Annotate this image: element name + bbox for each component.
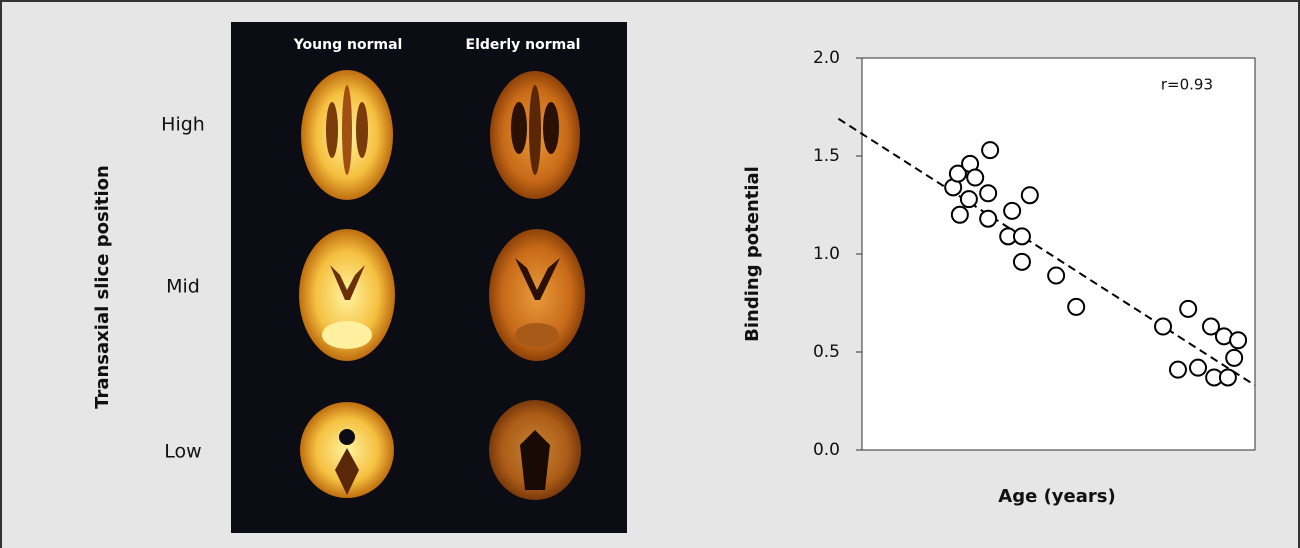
y-tick-label: 1.5 [813,146,840,166]
row-label: Mid [166,276,200,298]
point [980,185,996,201]
point [1022,187,1038,203]
row-label: High [161,114,205,136]
point [961,191,977,207]
y-tick-label: 0.0 [813,440,840,460]
row-label: Low [164,441,201,463]
x-label: Age (years) [998,486,1115,507]
point [982,142,998,158]
annotation: r=0.93 [1161,76,1213,94]
point [1180,301,1196,317]
point [1048,268,1064,284]
column-label: Elderly normal [466,37,581,53]
y-label: Binding potential [742,166,763,342]
point [952,207,968,223]
point [1068,299,1084,315]
point [1155,319,1171,335]
y-tick-label: 2.0 [813,48,840,68]
point [1220,369,1236,385]
figure: Young normal Elderly normal High Mid Low… [0,0,1300,548]
point [1014,228,1030,244]
point [1004,203,1020,219]
point [980,211,996,227]
point [1190,360,1206,376]
point [1226,350,1242,366]
column-label: Young normal [293,37,403,53]
plot-area [862,58,1255,450]
y-tick-label: 1.0 [813,244,840,264]
y-label: Transaxial slice position [92,165,113,409]
y-tick-label: 0.5 [813,342,840,362]
point [1230,332,1246,348]
point [967,170,983,186]
point [1170,362,1186,378]
point [1014,254,1030,270]
